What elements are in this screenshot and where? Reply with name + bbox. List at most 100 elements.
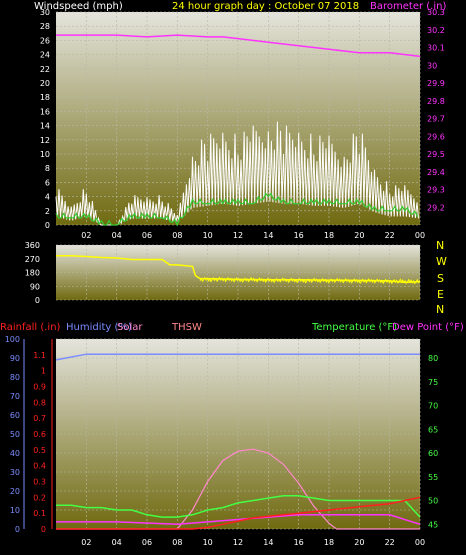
humidity-line — [55, 353, 420, 361]
temperature-label: Temperature (°F) — [311, 322, 397, 333]
temp-y-tick: 45 — [428, 520, 438, 529]
wind-y-tick: 18 — [40, 93, 50, 102]
temp-y-tick: 50 — [428, 497, 438, 506]
temp-y-tick: 80 — [428, 354, 438, 363]
x-tick-label: 18 — [324, 231, 334, 240]
x-tick-label: 08 — [172, 538, 182, 547]
baro-y-tick: 29.3 — [427, 186, 445, 195]
baro-y-tick: 30.2 — [427, 26, 445, 35]
humidity-label: Humidity (%) — [66, 322, 132, 333]
x-tick-label: 12 — [233, 231, 243, 240]
baro-y-tick: 29.5 — [427, 150, 445, 159]
x-tick-label: 20 — [354, 231, 364, 240]
humidity-y-tick: 20 — [10, 487, 20, 496]
wind-axis-label: Windspeed (mph) — [34, 1, 123, 12]
direction-series — [56, 254, 421, 285]
tick-labels: 02468101214161820222426283029.229.329.42… — [5, 8, 445, 547]
baro-y-tick: 29.8 — [427, 97, 445, 106]
rainfall-label: Rainfall (.in) — [0, 322, 61, 333]
humidity-y-tick: 90 — [10, 354, 20, 363]
wind-y-tick: 20 — [40, 79, 50, 88]
humidity-y-tick: 70 — [10, 392, 20, 401]
compass-n-top: N — [436, 239, 444, 252]
humidity-y-tick: 30 — [10, 468, 20, 477]
wind-y-tick: 22 — [40, 65, 50, 74]
wind-y-tick: 10 — [40, 150, 50, 159]
temp-grid — [23, 338, 421, 530]
wind-series — [55, 34, 421, 227]
x-tick-label: 02 — [81, 231, 91, 240]
x-tick-label: 10 — [203, 538, 213, 547]
x-tick-label: 06 — [142, 538, 152, 547]
rain-y-tick: 0 — [41, 525, 46, 534]
compass-w: W — [436, 255, 447, 268]
temp-y-tick: 55 — [428, 473, 438, 482]
humidity-y-tick: 60 — [10, 411, 20, 420]
wind-y-tick: 24 — [40, 51, 50, 60]
baro-y-tick: 29.6 — [427, 132, 445, 141]
rain-y-tick: 0.6 — [33, 430, 46, 439]
rain-y-tick: 1.1 — [33, 351, 46, 360]
baro-y-tick: 30.1 — [427, 44, 445, 53]
x-tick-label: 14 — [263, 231, 273, 240]
humidity-y-tick: 50 — [10, 430, 20, 439]
temperature-line — [56, 495, 421, 518]
wind-y-tick: 6 — [45, 178, 50, 187]
temp-series — [55, 353, 421, 530]
x-tick-label: 06 — [142, 231, 152, 240]
humidity-y-tick: 40 — [10, 449, 20, 458]
x-tick-label: 02 — [81, 538, 91, 547]
temp-y-tick: 75 — [428, 378, 438, 387]
compass-n-bottom: N — [436, 303, 444, 316]
average-wind-line — [55, 192, 419, 227]
barometer-line — [56, 34, 421, 58]
temp-y-tick: 65 — [428, 425, 438, 434]
rain-y-tick: 0.7 — [33, 414, 46, 423]
direction-jitter — [199, 276, 421, 285]
wind-y-tick: 12 — [40, 136, 50, 145]
dir-y-tick: 0 — [35, 296, 40, 305]
rain-y-tick: 0.1 — [33, 509, 46, 518]
wind-y-tick: 16 — [40, 107, 50, 116]
baro-y-tick: 29.9 — [427, 79, 445, 88]
rain-y-tick: 1 — [41, 367, 46, 376]
temp-y-tick: 70 — [428, 402, 438, 411]
wind-y-tick: 8 — [45, 164, 50, 173]
humidity-y-tick: 80 — [10, 373, 20, 382]
rain-y-tick: 0.4 — [33, 462, 46, 471]
dewpoint-label: Dew Point (°F) — [392, 322, 464, 333]
dir-y-tick: 90 — [30, 282, 40, 291]
wind-y-tick: 2 — [45, 207, 50, 216]
humidity-y-tick: 10 — [10, 506, 20, 515]
wind-grid — [56, 11, 421, 226]
solar-line — [56, 448, 420, 530]
compass-s: S — [437, 272, 444, 285]
x-tick-label: 10 — [203, 231, 213, 240]
wind-y-tick: 28 — [40, 22, 50, 31]
baro-y-tick: 30 — [427, 61, 437, 70]
dewpoint-line — [56, 514, 421, 526]
wind-y-tick: 26 — [40, 36, 50, 45]
humidity-y-tick: 100 — [5, 335, 20, 344]
rain-y-tick: 0.8 — [33, 398, 46, 407]
x-tick-label: 22 — [385, 231, 395, 240]
x-tick-label: 12 — [233, 538, 243, 547]
dir-y-tick: 360 — [25, 241, 40, 250]
baro-y-tick: 30.3 — [427, 8, 445, 17]
compass-e: E — [437, 288, 444, 301]
rainfall-line — [56, 496, 421, 530]
wind-y-tick: 0 — [45, 221, 50, 230]
x-tick-label: 18 — [324, 538, 334, 547]
x-tick-label: 22 — [385, 538, 395, 547]
rain-y-tick: 0.9 — [33, 383, 46, 392]
x-tick-label: 16 — [294, 538, 304, 547]
humidity-y-tick: 0 — [15, 525, 20, 534]
x-tick-label: 16 — [294, 231, 304, 240]
x-tick-label: 14 — [263, 538, 273, 547]
dir-y-tick: 180 — [25, 269, 40, 278]
x-tick-label: 04 — [112, 231, 122, 240]
temp-y-tick: 60 — [428, 449, 438, 458]
x-tick-label: 08 — [172, 231, 182, 240]
